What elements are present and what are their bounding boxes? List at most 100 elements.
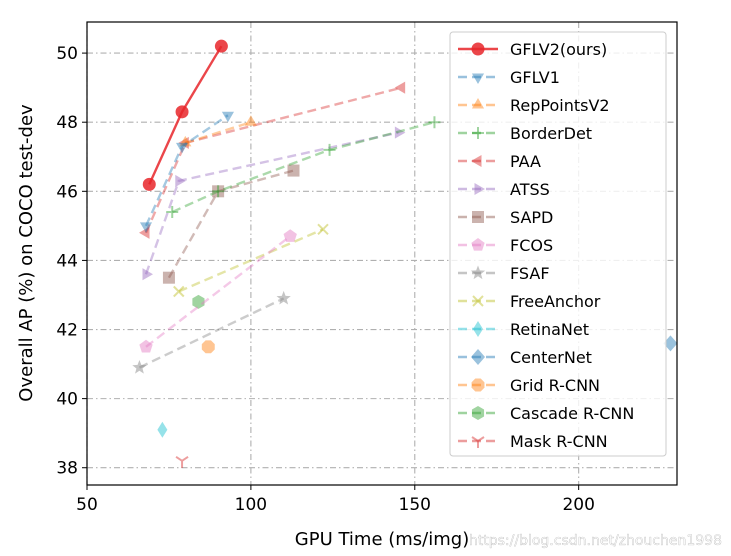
y-tick-label: 42 [56, 321, 78, 341]
legend-item-gflv2-ours: GFLV2(ours) [458, 40, 607, 59]
data-point [132, 360, 147, 374]
series-cascade-r-cnn [192, 294, 205, 309]
series-reppointsv2 [179, 115, 257, 147]
axis-ticks: 50 100 150 200 38 40 42 44 46 48 50 [56, 44, 595, 515]
legend-marker [474, 182, 485, 196]
y-tick-label: 50 [56, 44, 78, 64]
data-point [244, 115, 257, 126]
y-tick-label: 48 [56, 113, 78, 133]
legend-marker [471, 349, 485, 365]
legend-item-cascade-r-cnn: Cascade R-CNN [458, 404, 634, 423]
legend-marker [471, 238, 485, 251]
data-point [157, 421, 168, 438]
legend-label: GFLV2(ours) [510, 40, 607, 59]
data-point [428, 116, 441, 129]
data-point [175, 174, 186, 187]
legend-item-gflv1: GFLV1 [458, 68, 560, 87]
legend-label: RepPointsV2 [510, 96, 610, 115]
data-point [142, 177, 156, 191]
legend-item-fsaf: FSAF [458, 264, 550, 283]
data-point [323, 143, 336, 156]
series-line-reppointsv2 [184, 121, 252, 145]
series-mask-r-cnn [175, 455, 189, 468]
legend-label: GFLV1 [510, 68, 560, 87]
data-point [283, 229, 297, 242]
plot-frame [86, 21, 678, 486]
series-line-gflv1 [144, 114, 229, 227]
legend-label: Grid R-CNN [510, 376, 600, 395]
series-line-atss [144, 131, 399, 275]
legend-label: FSAF [510, 264, 550, 283]
x-tick-label: 150 [399, 495, 431, 515]
series-gflv2-ours [142, 39, 228, 191]
data-point [162, 271, 175, 284]
legend-marker [471, 42, 485, 56]
legend-label: Cascade R-CNN [510, 404, 634, 423]
series-borderdet [166, 116, 441, 219]
legend-item-reppointsv2: RepPointsV2 [458, 96, 610, 115]
series-sapd [162, 164, 300, 284]
y-tick-label: 40 [56, 390, 78, 410]
legend-marker [471, 154, 482, 168]
data-point [192, 294, 205, 309]
data-point [178, 136, 189, 149]
x-tick-label: 100 [235, 495, 267, 515]
data-point [139, 222, 153, 233]
legend-label: Mask R-CNN [510, 432, 608, 451]
series-fsaf [132, 290, 291, 374]
data-point [663, 335, 678, 352]
data-point [179, 135, 192, 147]
legend-item-centernet: CenterNet [458, 348, 592, 367]
data-point [212, 185, 225, 198]
data-point [175, 455, 189, 468]
legend-label: PAA [510, 152, 541, 171]
legend-item-sapd: SAPD [458, 208, 553, 227]
legend-item-retinanet: RetinaNet [458, 320, 589, 339]
legend-item-freeanchor: FreeAnchor [458, 292, 601, 311]
x-tick-label: 200 [562, 495, 594, 515]
series-retinanet [157, 421, 168, 438]
legend-marker [473, 321, 483, 337]
data-point [166, 206, 179, 219]
legend-box [449, 31, 667, 457]
series-line-paa [144, 86, 402, 234]
series-layer [132, 39, 678, 468]
data-point [139, 339, 153, 353]
legend-marker [472, 211, 484, 223]
data-point [214, 39, 228, 53]
data-point [394, 126, 406, 139]
y-tick-label: 44 [56, 251, 78, 271]
data-point [173, 285, 185, 298]
legend-item-mask-r-cnn: Mask R-CNN [458, 432, 608, 451]
legend-item-paa: PAA [458, 152, 541, 171]
legend-marker [472, 295, 484, 307]
legend-label: RetinaNet [510, 320, 589, 339]
data-point [221, 111, 235, 123]
x-axis-label: GPU Time (ms/img) [295, 529, 469, 550]
legend-marker [471, 73, 485, 84]
data-point [317, 223, 329, 236]
series-fcos [139, 229, 297, 353]
legend-marker [471, 98, 485, 109]
series-line-fsaf [138, 297, 285, 369]
series-line-sapd [167, 169, 294, 279]
data-point [394, 81, 406, 94]
legend: GFLV2(ours) GFLV1 RepPointsV2 BorderDet PAA A… [449, 31, 667, 457]
y-tick-label: 46 [56, 182, 78, 202]
legend-marker [471, 378, 485, 392]
series-centernet [663, 335, 678, 352]
data-point [175, 105, 189, 119]
data-point [142, 268, 153, 281]
series-atss [142, 126, 406, 281]
y-axis-label: Overall AP (%) on COCO test-dev [16, 104, 37, 402]
legend-item-grid-r-cnn: Grid R-CNN [458, 376, 600, 395]
legend-marker [471, 436, 485, 448]
data-point [212, 185, 225, 198]
series-line-freeanchor [178, 228, 324, 293]
series-line-fcos [145, 235, 291, 348]
y-tick-label: 38 [56, 459, 78, 479]
legend-item-borderdet: BorderDet [458, 124, 592, 143]
legend-label: FreeAnchor [510, 292, 601, 311]
legend-label: ATSS [510, 180, 550, 199]
